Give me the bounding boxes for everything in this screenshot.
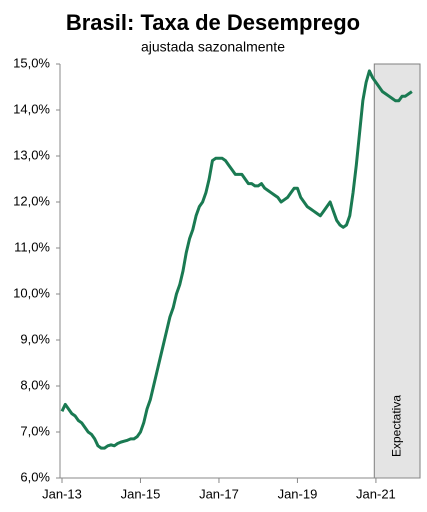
x-tick-label: Jan-13 bbox=[42, 486, 82, 501]
y-tick-label: 14,0% bbox=[13, 101, 50, 116]
chart-title: Brasil: Taxa de Desemprego bbox=[66, 10, 360, 35]
x-tick-label: Jan-15 bbox=[121, 486, 161, 501]
y-tick-label: 6,0% bbox=[20, 469, 50, 484]
x-tick-label: Jan-19 bbox=[278, 486, 318, 501]
chart-subtitle: ajustada sazonalmente bbox=[141, 39, 285, 55]
y-tick-label: 15,0% bbox=[13, 55, 50, 70]
forecast-region bbox=[373, 63, 421, 479]
y-tick-label: 8,0% bbox=[20, 377, 50, 392]
y-tick-label: 12,0% bbox=[13, 193, 50, 208]
x-tick-label: Jan-17 bbox=[199, 486, 239, 501]
line-series bbox=[60, 69, 413, 450]
y-tick-label: 9,0% bbox=[20, 331, 50, 346]
y-tick-label: 7,0% bbox=[20, 423, 50, 438]
y-tick-label: 13,0% bbox=[13, 147, 50, 162]
y-tick-label: 11,0% bbox=[14, 239, 50, 254]
x-tick-label: Jan-21 bbox=[356, 486, 396, 501]
forecast-label: Expectativa bbox=[389, 395, 403, 457]
y-tick-label: 10,0% bbox=[13, 285, 50, 300]
